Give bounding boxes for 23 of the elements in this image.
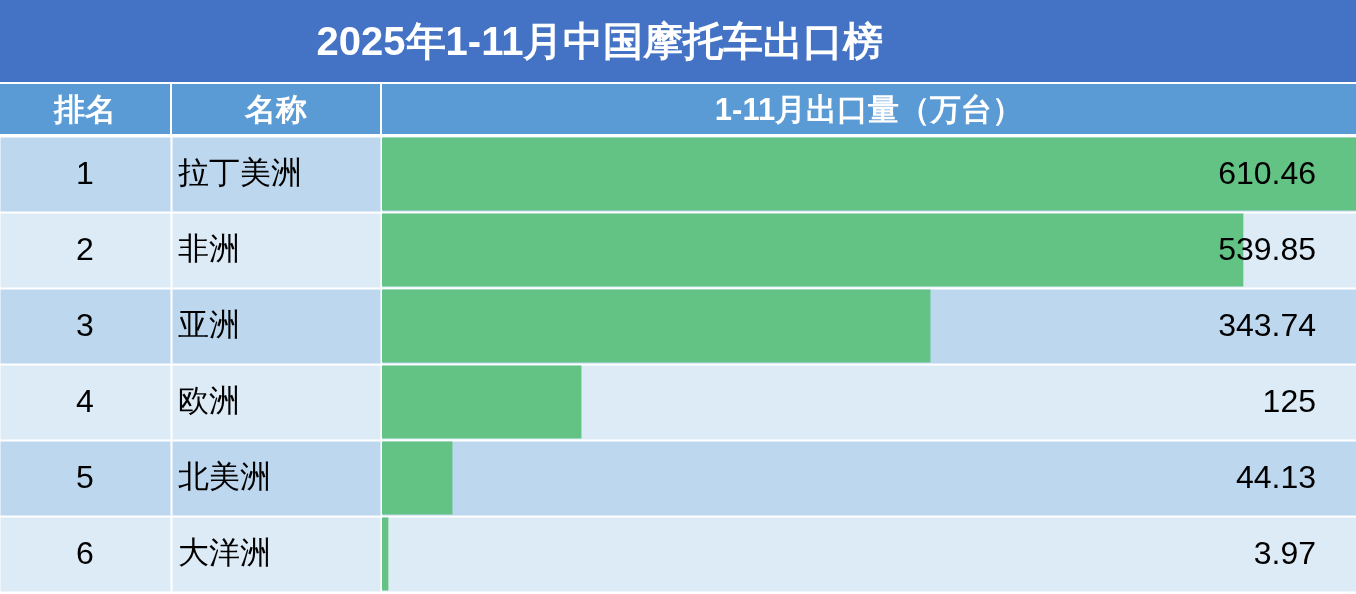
text: 1 — [76, 155, 94, 191]
text: 3 — [76, 307, 94, 343]
chart-title: 2025年1-11月中国摩托车出口榜 — [316, 19, 884, 63]
data-label: 539.85 — [1218, 231, 1316, 267]
y-tick-label: 非洲 — [178, 231, 240, 266]
y-tick-label: 大洋洲 — [178, 535, 271, 570]
text: 2 — [76, 231, 94, 267]
y-tick-label: 欧洲 — [178, 383, 240, 418]
text: 6 — [76, 535, 94, 571]
data-label: 125 — [1262, 383, 1316, 419]
data-label: 343.74 — [1218, 307, 1316, 343]
bar — [382, 517, 389, 591]
x-axis-title: 1-11月出口量（万台） — [714, 92, 1024, 127]
text: 4 — [76, 383, 94, 419]
y-tick-label: 北美洲 — [178, 459, 271, 494]
data-label: 610.46 — [1218, 155, 1316, 191]
text: 排名 — [53, 92, 116, 127]
data-label: 44.13 — [1235, 459, 1316, 495]
text: 5 — [76, 459, 94, 495]
y-axis-title: 名称 — [244, 92, 307, 127]
data-label: 3.97 — [1253, 535, 1316, 571]
y-tick-label: 亚洲 — [178, 307, 240, 342]
y-tick-label: 拉丁美洲 — [178, 155, 302, 190]
